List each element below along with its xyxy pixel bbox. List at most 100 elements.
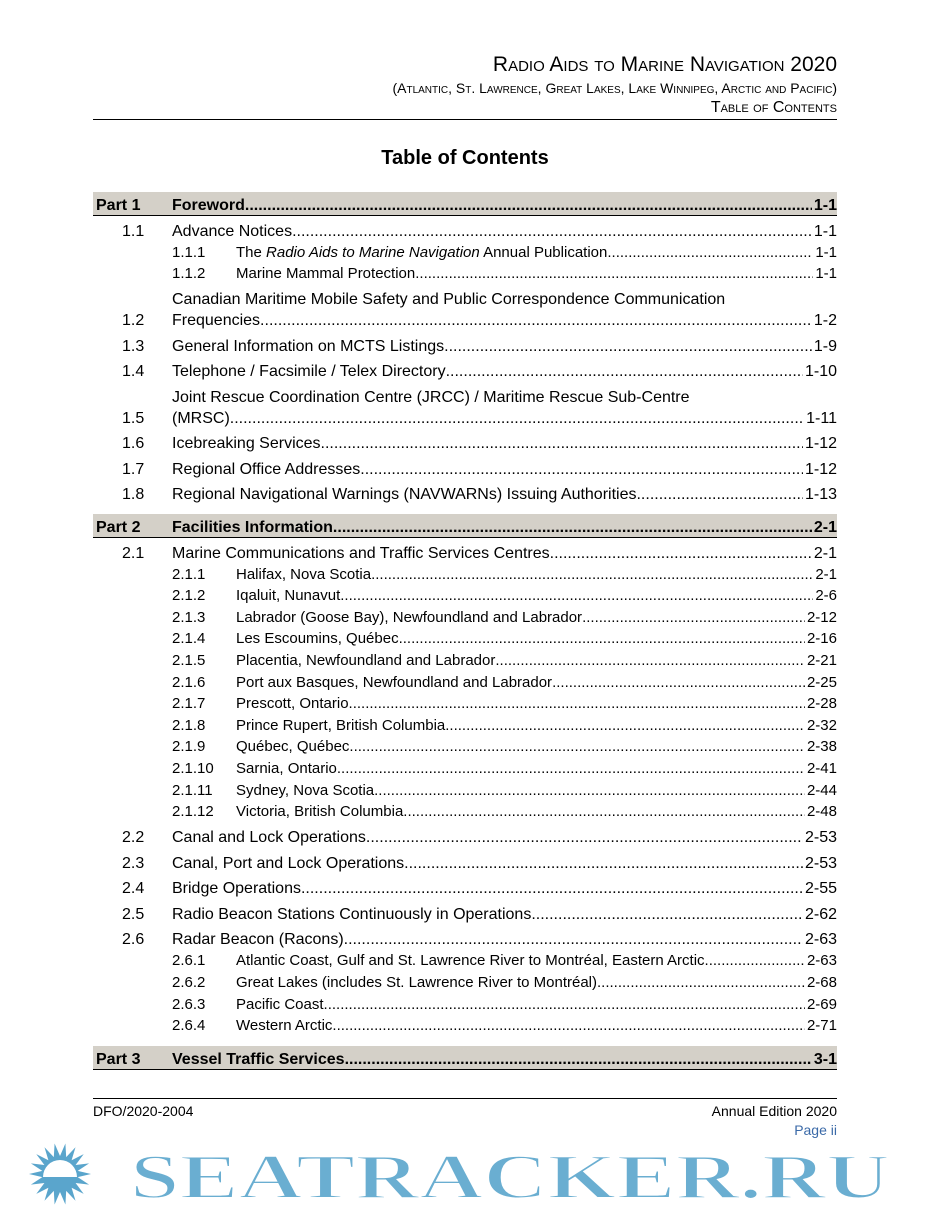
dot-leader: [403, 801, 805, 823]
toc-subentry[interactable]: 2.1.1 Halifax, Nova Scotia 2-1: [93, 564, 837, 586]
entry-body: Canadian Maritime Mobile Safety and Publ…: [172, 289, 837, 331]
toc-entry[interactable]: 2.4 Bridge Operations 2-55: [93, 878, 837, 899]
subentry-body: Sydney, Nova Scotia 2-44: [236, 780, 837, 802]
subentry-page: 2-28: [806, 695, 837, 713]
subentry-number: 2.1.4: [172, 630, 206, 648]
toc-entry[interactable]: 1.5 Joint Rescue Coordination Centre (JRC…: [93, 387, 837, 429]
dot-leader: [531, 904, 803, 925]
toc-subentry[interactable]: 2.1.3 Labrador (Goose Bay), Newfoundland …: [93, 607, 837, 629]
entry-page: 1-2: [813, 312, 837, 330]
subentry-body: Port aux Basques, Newfoundland and Labra…: [236, 672, 837, 694]
toc-subentry[interactable]: 2.1.9 Québec, Québec 2-38: [93, 736, 837, 758]
part-title: Facilities Information: [172, 519, 333, 537]
entry-title-line2: Frequencies: [172, 312, 261, 330]
entry-number: 1.1: [122, 222, 145, 240]
subentry-page: 2-16: [806, 630, 837, 648]
toc-entry[interactable]: 1.4 Telephone / Facsimile / Telex Directo…: [93, 361, 837, 382]
toc-subentry[interactable]: 2.1.5 Placentia, Newfoundland and Labrado…: [93, 650, 837, 672]
toc-subentry[interactable]: 2.6.2 Great Lakes (includes St. Lawrence …: [93, 972, 837, 994]
toc-subentry[interactable]: 2.6.3 Pacific Coast 2-69: [93, 994, 837, 1016]
entry-number: 2.5: [122, 905, 145, 923]
toc-subentry[interactable]: 2.1.7 Prescott, Ontario 2-28: [93, 693, 837, 715]
toc-entry[interactable]: 2.3 Canal, Port and Lock Operations 2-53: [93, 853, 837, 874]
toc-subentry[interactable]: 2.6.4 Western Arctic 2-71: [93, 1015, 837, 1037]
entry-page: 2-62: [804, 905, 837, 923]
entry-body: Icebreaking Services 1-12: [172, 433, 837, 454]
toc-entry[interactable]: 1.6 Icebreaking Services 1-12: [93, 433, 837, 454]
document-id: DFO/2020-2004: [93, 1103, 194, 1119]
toc-subentry[interactable]: 2.1.4 Les Escoumins, Québec 2-16: [93, 628, 837, 650]
toc-entry[interactable]: 1.7 Regional Office Addresses 1-12: [93, 459, 837, 480]
subentry-page: 2-63: [806, 952, 837, 970]
subentry-title: Placentia, Newfoundland and Labrador: [236, 652, 496, 670]
dot-leader: [360, 459, 803, 480]
entry-page: 2-55: [804, 880, 837, 898]
entry-number: 2.2: [122, 829, 145, 847]
footer-rule: [93, 1098, 837, 1099]
dot-leader: [345, 1051, 812, 1069]
dot-leader: [337, 758, 805, 780]
toc-part-row[interactable]: Part 3 Vessel Traffic Services 3-1: [93, 1045, 837, 1070]
entry-title: Marine Communications and Traffic Servic…: [172, 544, 550, 562]
part-entry: Foreword 1-1: [172, 197, 837, 215]
dot-leader: [495, 650, 805, 672]
toc-entry[interactable]: 2.6 Radar Beacon (Racons) 2-63: [93, 929, 837, 950]
edition: Annual Edition 2020: [711, 1103, 837, 1119]
subentry-body: The Radio Aids to Marine Navigation Annu…: [236, 242, 837, 264]
toc-entry[interactable]: 2.5 Radio Beacon Stations Continuously in…: [93, 904, 837, 925]
toc-entry[interactable]: 1.8 Regional Navigational Warnings (NAVWA…: [93, 484, 837, 505]
part-page: 2-1: [813, 519, 837, 537]
subentry-body: Iqaluit, Nunavut 2-6: [236, 585, 837, 607]
toc-subentry[interactable]: 2.1.11 Sydney, Nova Scotia 2-44: [93, 780, 837, 802]
dot-leader: [550, 543, 812, 564]
toc-entry[interactable]: 1.2 Canadian Maritime Mobile Safety and P…: [93, 289, 837, 331]
entry-body: Radar Beacon (Racons) 2-63: [172, 929, 837, 950]
dot-leader: [607, 242, 813, 264]
toc-subentry[interactable]: 2.1.12 Victoria, British Columbia 2-48: [93, 801, 837, 823]
toc-subentry[interactable]: 2.1.2 Iqaluit, Nunavut 2-6: [93, 585, 837, 607]
entry-page: 1-12: [804, 460, 837, 478]
entry-number: 1.3: [122, 337, 145, 355]
subentry-title: Pacific Coast: [236, 995, 324, 1013]
entry-title: Radio Beacon Stations Continuously in Op…: [172, 905, 532, 923]
entry-page: 1-9: [813, 337, 837, 355]
part-number: Part 2: [96, 519, 141, 537]
dot-leader: [349, 736, 805, 758]
subentry-body: Placentia, Newfoundland and Labrador 2-21: [236, 650, 837, 672]
page-title: Table of Contents: [381, 147, 549, 169]
toc-subentry[interactable]: 2.6.1 Atlantic Coast, Gulf and St. Lawren…: [93, 950, 837, 972]
subentry-page: 2-48: [806, 803, 837, 821]
toc-entry[interactable]: 2.1 Marine Communications and Traffic Ser…: [93, 543, 837, 564]
toc-subentry[interactable]: 2.1.6 Port aux Basques, Newfoundland and …: [93, 672, 837, 694]
sunburst-icon: [29, 1143, 91, 1205]
part-page: 1-1: [813, 197, 837, 214]
subentry-title: Sarnia, Ontario: [236, 760, 337, 778]
entry-number: 1.2: [122, 312, 145, 330]
toc-subentry[interactable]: 1.1.1 The Radio Aids to Marine Navigation…: [93, 242, 837, 264]
entry-title-line2: (MRSC): [172, 409, 230, 427]
toc-entry[interactable]: 1.3 General Information on MCTS Listings 1…: [93, 336, 837, 357]
toc-subentry[interactable]: 1.1.2 Marine Mammal Protection 1-1: [93, 263, 837, 285]
dot-leader: [399, 628, 805, 650]
subentry-number: 2.1.11: [172, 781, 213, 799]
toc-part-row[interactable]: Part 2 Facilities Information 2-1: [93, 514, 837, 539]
toc-entry[interactable]: 1.1 Advance Notices 1-1: [93, 221, 837, 242]
subentry-page: 2-68: [806, 973, 837, 991]
entry-number: 1.6: [122, 435, 145, 453]
toc-subentry[interactable]: 2.1.8 Prince Rupert, British Columbia 2-32: [93, 715, 837, 737]
entry-number: 1.8: [122, 486, 145, 504]
subentry-body: Prescott, Ontario 2-28: [236, 693, 837, 715]
subentry-title: Port aux Basques, Newfoundland and Labra…: [236, 673, 553, 691]
toc-entry[interactable]: 2.2 Canal and Lock Operations 2-53: [93, 827, 837, 848]
entry-number: 1.5: [122, 409, 145, 427]
toc-subentry[interactable]: 2.1.10 Sarnia, Ontario 2-41: [93, 758, 837, 780]
part-number: Part 3: [96, 1050, 141, 1068]
title-prefix: The: [236, 243, 267, 261]
entry-title-continued: (MRSC) 1-11: [172, 408, 837, 429]
toc-part-row[interactable]: Part 1 Foreword 1-1: [93, 192, 837, 216]
watermark-text: SEATRACKER.RU: [130, 1142, 890, 1205]
subentry-body: Marine Mammal Protection 1-1: [236, 263, 837, 285]
entry-body: Joint Rescue Coordination Centre (JRCC) …: [172, 387, 837, 429]
entry-page: 2-53: [804, 829, 837, 847]
